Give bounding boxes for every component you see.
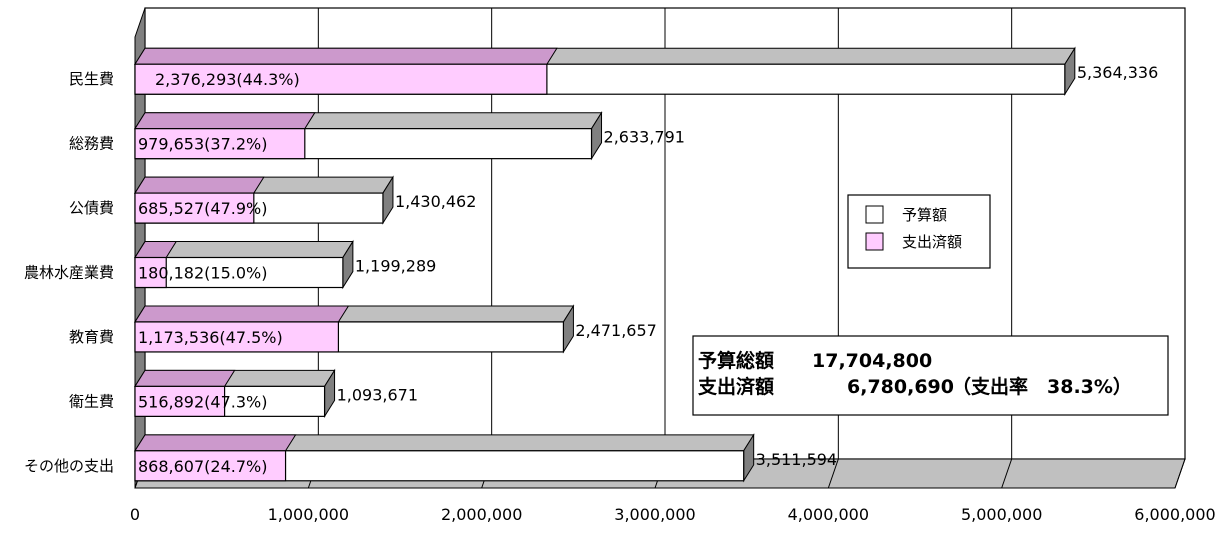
- spent-bar-0: [134, 63, 548, 95]
- summary-frame: [692, 335, 1169, 416]
- x-tick-label-4: 4,000,000: [788, 505, 869, 524]
- floor-line-5: [1001, 458, 1013, 489]
- budget-data-label-6: 3,511,594: [756, 450, 837, 469]
- spent-bar-4: [134, 321, 340, 353]
- budget-data-label-3: 1,199,289: [355, 257, 436, 276]
- summary-budget-value: 17,704,800: [812, 350, 932, 372]
- summary-rate: （支出率 38.3%）: [952, 375, 1132, 398]
- category-label-2: 公債費: [69, 199, 114, 217]
- category-label-6: その他の支出: [24, 457, 114, 475]
- spent-bar-top-5: [134, 369, 236, 387]
- spent-data-label-4: 1,173,536(47.5%): [138, 328, 283, 347]
- legend-swatch-budget: [865, 205, 884, 224]
- x-tick-label-0: 0: [130, 505, 140, 524]
- summary-spent-label: 支出済額: [697, 375, 774, 398]
- spent-bar-top-2: [134, 176, 265, 194]
- legend-label-spent: 支出済額: [902, 233, 962, 251]
- x-tick-label-1: 1,000,000: [268, 505, 349, 524]
- budget-data-label-2: 1,430,462: [395, 192, 476, 211]
- x-tick-label-5: 5,000,000: [961, 505, 1042, 524]
- spent-data-label-5: 516,892(47.3%): [138, 392, 267, 411]
- budget-data-label-1: 2,633,791: [604, 128, 685, 147]
- category-label-3: 農林水産業費: [24, 264, 114, 282]
- summary-budget-label: 予算総額: [698, 349, 774, 372]
- summary-spent-value: 6,780,690: [847, 376, 954, 398]
- legend-swatch-spent: [865, 232, 884, 251]
- spent-bar-2: [134, 192, 255, 224]
- spent-data-label-2: 685,527(47.9%): [138, 199, 267, 218]
- spent-data-label-6: 868,607(24.7%): [138, 457, 267, 476]
- spent-bar-top-0: [134, 47, 558, 65]
- category-label-4: 教育費: [69, 328, 114, 346]
- category-label-0: 民生費: [69, 70, 114, 88]
- floor-line-6: [1174, 458, 1186, 489]
- spent-data-label-3: 180,182(15.0%): [138, 264, 267, 283]
- bars: 2,376,293(44.3%) 5,364,336 979,653(37.2%) 2…: [134, 46, 1158, 483]
- legend: 予算額 支出済額: [847, 194, 991, 269]
- x-tick-label-2: 2,000,000: [441, 505, 522, 524]
- spent-data-label-0: 2,376,293(44.3%): [155, 70, 300, 89]
- x-tick-label-6: 6,000,000: [1134, 505, 1215, 524]
- summary-box: 予算総額 17,704,800 支出済額 6,780,690 （支出率 38.3…: [692, 335, 1169, 416]
- x-tick-label-3: 3,000,000: [614, 505, 695, 524]
- x-axis-ticks: 0 1,000,000 2,000,000 3,000,000 4,000,000 5,0…: [130, 505, 1216, 524]
- spent-bar-top-1: [134, 112, 316, 130]
- spent-bar-top-6: [134, 434, 297, 452]
- spent-bar-6: [134, 450, 287, 482]
- spent-bar-3: [134, 256, 167, 289]
- legend-label-budget: 予算額: [902, 206, 947, 224]
- spent-bar-1: [134, 128, 306, 160]
- budget-data-label-0: 5,364,336: [1077, 63, 1158, 82]
- spent-bar-top-4: [134, 305, 350, 323]
- spent-data-label-1: 979,653(37.2%): [138, 135, 267, 154]
- budget-data-label-5: 1,093,671: [337, 385, 418, 404]
- category-label-5: 衛生費: [69, 392, 114, 410]
- category-label-1: 総務費: [69, 135, 114, 153]
- budget-data-label-4: 2,471,657: [575, 321, 656, 340]
- budget-bar-3: [134, 256, 344, 289]
- spent-bar-5: [134, 385, 226, 417]
- floor-line-4: [827, 458, 839, 489]
